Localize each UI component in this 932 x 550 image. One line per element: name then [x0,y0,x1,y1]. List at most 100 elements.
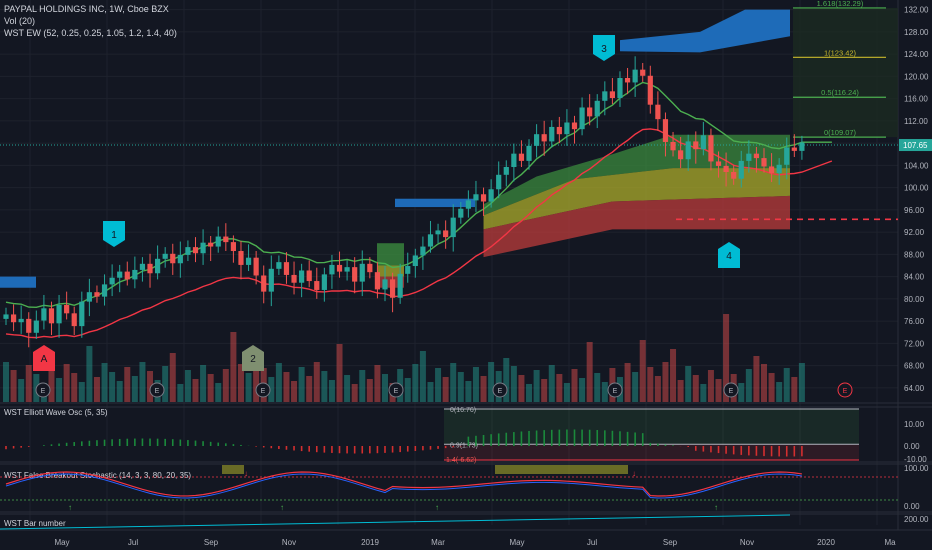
candle-body [700,135,706,150]
volume-bar [419,351,426,402]
ewo-axis-label: 10.00 [904,420,925,429]
volume-bar [563,383,570,402]
volume-bar [237,364,244,402]
volume-bar [48,369,55,402]
candle-body [132,269,138,280]
price-tick-label: 132.00 [904,6,929,15]
volume-bar [510,366,517,402]
candle-body [208,242,214,247]
wave-label-marker [33,345,55,371]
volume-bar [25,365,32,402]
volume-bar [798,363,805,402]
fbs-k-line [5,471,802,497]
candle-body [86,292,92,302]
volume-bar [707,370,714,402]
volume-bar [442,377,449,402]
volume-bar [245,373,252,402]
volume-bar [624,363,631,402]
candle-body [109,277,115,285]
volume-bar [435,368,442,402]
candle-body [768,166,775,174]
last-price-badge [899,139,932,152]
candle-body [443,230,449,238]
volume-bar [283,372,290,402]
candle-body [245,257,252,265]
candle-body [412,255,418,267]
wave-label-text: 3 [601,44,607,55]
volume-bar [275,363,282,402]
time-tick-label: 2020 [817,538,835,547]
volume-bar [783,368,790,402]
fib-area [793,7,898,138]
ewo-axis-label: -10.00 [904,455,927,464]
volume-bar [533,370,540,402]
wave-label-text: 4 [726,251,732,262]
barnum-line [0,514,791,530]
fib-label: 1.618(132.29) [817,0,864,8]
volume-bar [541,379,548,402]
candle-body [200,242,206,254]
ewo-level-label: 0(16.76) [450,407,476,414]
ewo-level-label: 1.4(-6.62) [446,457,476,464]
wave-label-marker [242,345,264,371]
volume-bar [488,362,495,402]
candle-body [336,264,343,272]
candle-body [185,247,191,255]
volume-bar [328,380,335,402]
ew-legend[interactable]: WST EW (52, 0.25, 0.25, 1.05, 1.2, 1.4, … [4,28,177,38]
candle-body [632,69,638,83]
price-tick-label: 128.00 [904,28,929,37]
volume-bar [776,382,783,402]
volume-bar [131,376,138,402]
time-tick-label: Nov [282,538,296,547]
candle-body [571,122,578,130]
candle-body [155,258,161,274]
volume-bar [768,373,775,402]
candle-body [268,268,274,292]
vol-legend[interactable]: Vol (20) [4,16,36,26]
volume-bar [78,382,85,402]
earnings-icon-letter: E [498,388,503,395]
wave-label-text: 2 [250,354,256,365]
candle-body [564,122,570,135]
volume-bar [670,349,677,402]
candle-body [306,270,312,282]
fbs-axis-label: 100.00 [904,464,929,473]
time-tick-label: Jul [587,538,597,547]
candle-body [746,153,752,161]
candle-body [518,153,525,161]
candle-body [405,266,411,274]
blue-target-box [620,9,790,53]
volume-bar [427,382,434,402]
fib-label: 1(123.42) [824,48,857,57]
candle-body [549,126,555,142]
candle-body [594,100,600,117]
candle-body [708,135,714,162]
candle-body [473,194,479,201]
fbs-up-arrow: ↑ [280,503,284,512]
symbol-title[interactable]: PAYPAL HOLDINGS INC, 1W, Cboe BZX [4,4,169,14]
earnings-icon-letter: E [394,388,399,395]
volume-bar [685,366,692,402]
green-zone-small [377,243,404,266]
fbs-yellow-box [495,465,628,474]
volume-bar [791,377,798,402]
fib-label: 0.5(116.24) [821,88,859,97]
fbs-down-arrow: ↓ [632,469,636,478]
candle-body [64,304,70,314]
candle-body [79,301,85,327]
volume-bar [10,370,17,402]
volume-bar [215,383,222,402]
blue-box-mid [395,198,475,208]
volume-bar [745,369,752,402]
candle-body [662,119,669,142]
candle-body [26,318,32,333]
candle-body [791,147,797,151]
candle-body [276,262,282,269]
volume-bar [450,363,457,402]
volume-bar [169,353,176,402]
volume-bar [71,373,78,402]
candle-body [738,160,744,179]
candle-body [18,318,24,323]
